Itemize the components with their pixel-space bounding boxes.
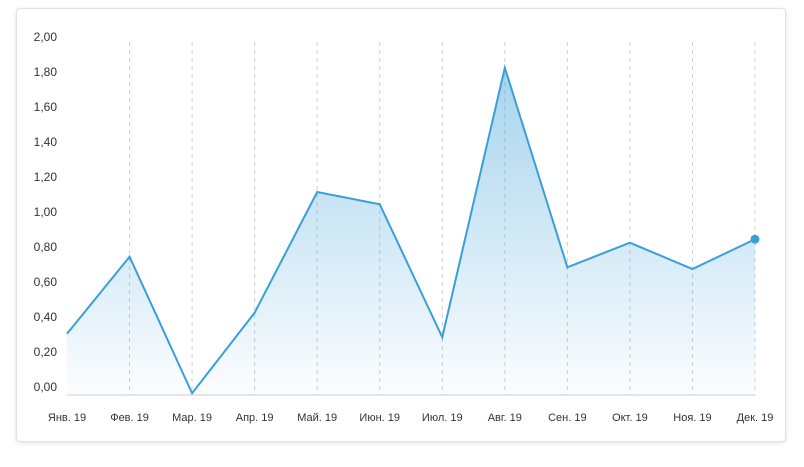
- x-tick-label: Сен. 19: [548, 412, 586, 424]
- y-tick-label: 2,00: [34, 30, 58, 44]
- x-tick-label: Мар. 19: [172, 412, 212, 424]
- y-tick-label: 1,60: [34, 100, 58, 114]
- y-tick-label: 1,00: [34, 205, 58, 219]
- y-tick-label: 0,60: [34, 275, 58, 289]
- y-tick-label: 0,20: [34, 345, 58, 359]
- point: [750, 234, 760, 244]
- y-tick-label: 1,20: [34, 170, 58, 184]
- x-tick-label: Окт. 19: [612, 412, 648, 424]
- line: [66, 63, 756, 396]
- y-tick-label: 0,00: [34, 380, 58, 394]
- x-tick-label: Апр. 19: [236, 412, 274, 424]
- x-tick-label: Дек. 19: [737, 412, 774, 424]
- area: [67, 67, 755, 395]
- x-tick-label: Ноя. 19: [673, 412, 711, 424]
- x-tick-label: Май. 19: [297, 412, 337, 424]
- x-tick-label: Янв. 19: [48, 412, 86, 424]
- x-tick-label: Фев. 19: [110, 412, 149, 424]
- x-tick-label: Июл. 19: [422, 412, 463, 424]
- x-tick-label: Июн. 19: [359, 412, 400, 424]
- x-tick-label: Авг. 19: [488, 412, 522, 424]
- y-tick-label: 0,80: [34, 240, 58, 254]
- y-tick-label: 0,40: [34, 310, 58, 324]
- y-tick-label: 1,40: [34, 135, 58, 149]
- y-tick-label: 1,80: [34, 65, 58, 79]
